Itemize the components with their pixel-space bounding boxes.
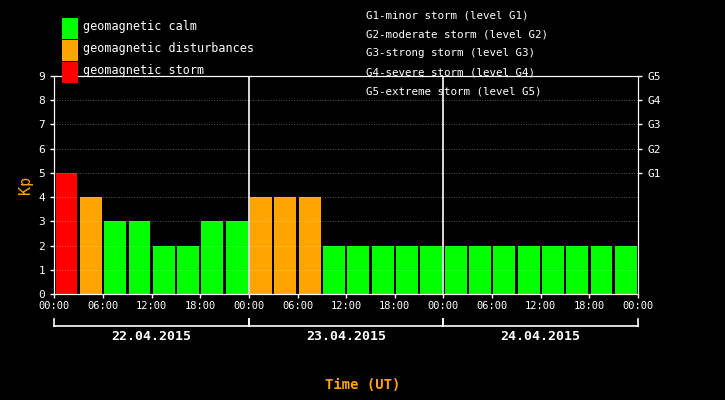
Bar	[275, 197, 297, 294]
Text: 24.04.2015: 24.04.2015	[501, 330, 581, 343]
Bar	[104, 221, 126, 294]
Bar	[128, 221, 150, 294]
Bar	[396, 246, 418, 294]
Text: G5-extreme storm (level G5): G5-extreme storm (level G5)	[366, 87, 542, 97]
Bar	[153, 246, 175, 294]
Text: G3-strong storm (level G3): G3-strong storm (level G3)	[366, 48, 535, 58]
Bar	[615, 246, 637, 294]
Text: Time (UT): Time (UT)	[325, 378, 400, 392]
Text: 22.04.2015: 22.04.2015	[112, 330, 191, 343]
Text: geomagnetic disturbances: geomagnetic disturbances	[83, 42, 254, 55]
Bar	[444, 246, 467, 294]
Bar	[518, 246, 539, 294]
Bar	[372, 246, 394, 294]
Bar	[420, 246, 442, 294]
Bar	[469, 246, 491, 294]
Text: G4-severe storm (level G4): G4-severe storm (level G4)	[366, 68, 535, 78]
Y-axis label: Kp: Kp	[18, 176, 33, 194]
Bar	[80, 197, 102, 294]
Bar	[566, 246, 588, 294]
Bar	[250, 197, 272, 294]
Bar	[542, 246, 564, 294]
Text: geomagnetic storm: geomagnetic storm	[83, 64, 204, 77]
Bar	[225, 221, 248, 294]
Bar	[299, 197, 320, 294]
Bar	[56, 173, 78, 294]
Text: 23.04.2015: 23.04.2015	[306, 330, 386, 343]
Text: G2-moderate storm (level G2): G2-moderate storm (level G2)	[366, 29, 548, 39]
Text: geomagnetic calm: geomagnetic calm	[83, 20, 197, 33]
Bar	[202, 221, 223, 294]
Bar	[323, 246, 345, 294]
Bar	[591, 246, 613, 294]
Bar	[347, 246, 369, 294]
Bar	[177, 246, 199, 294]
Bar	[493, 246, 515, 294]
Text: G1-minor storm (level G1): G1-minor storm (level G1)	[366, 10, 529, 20]
